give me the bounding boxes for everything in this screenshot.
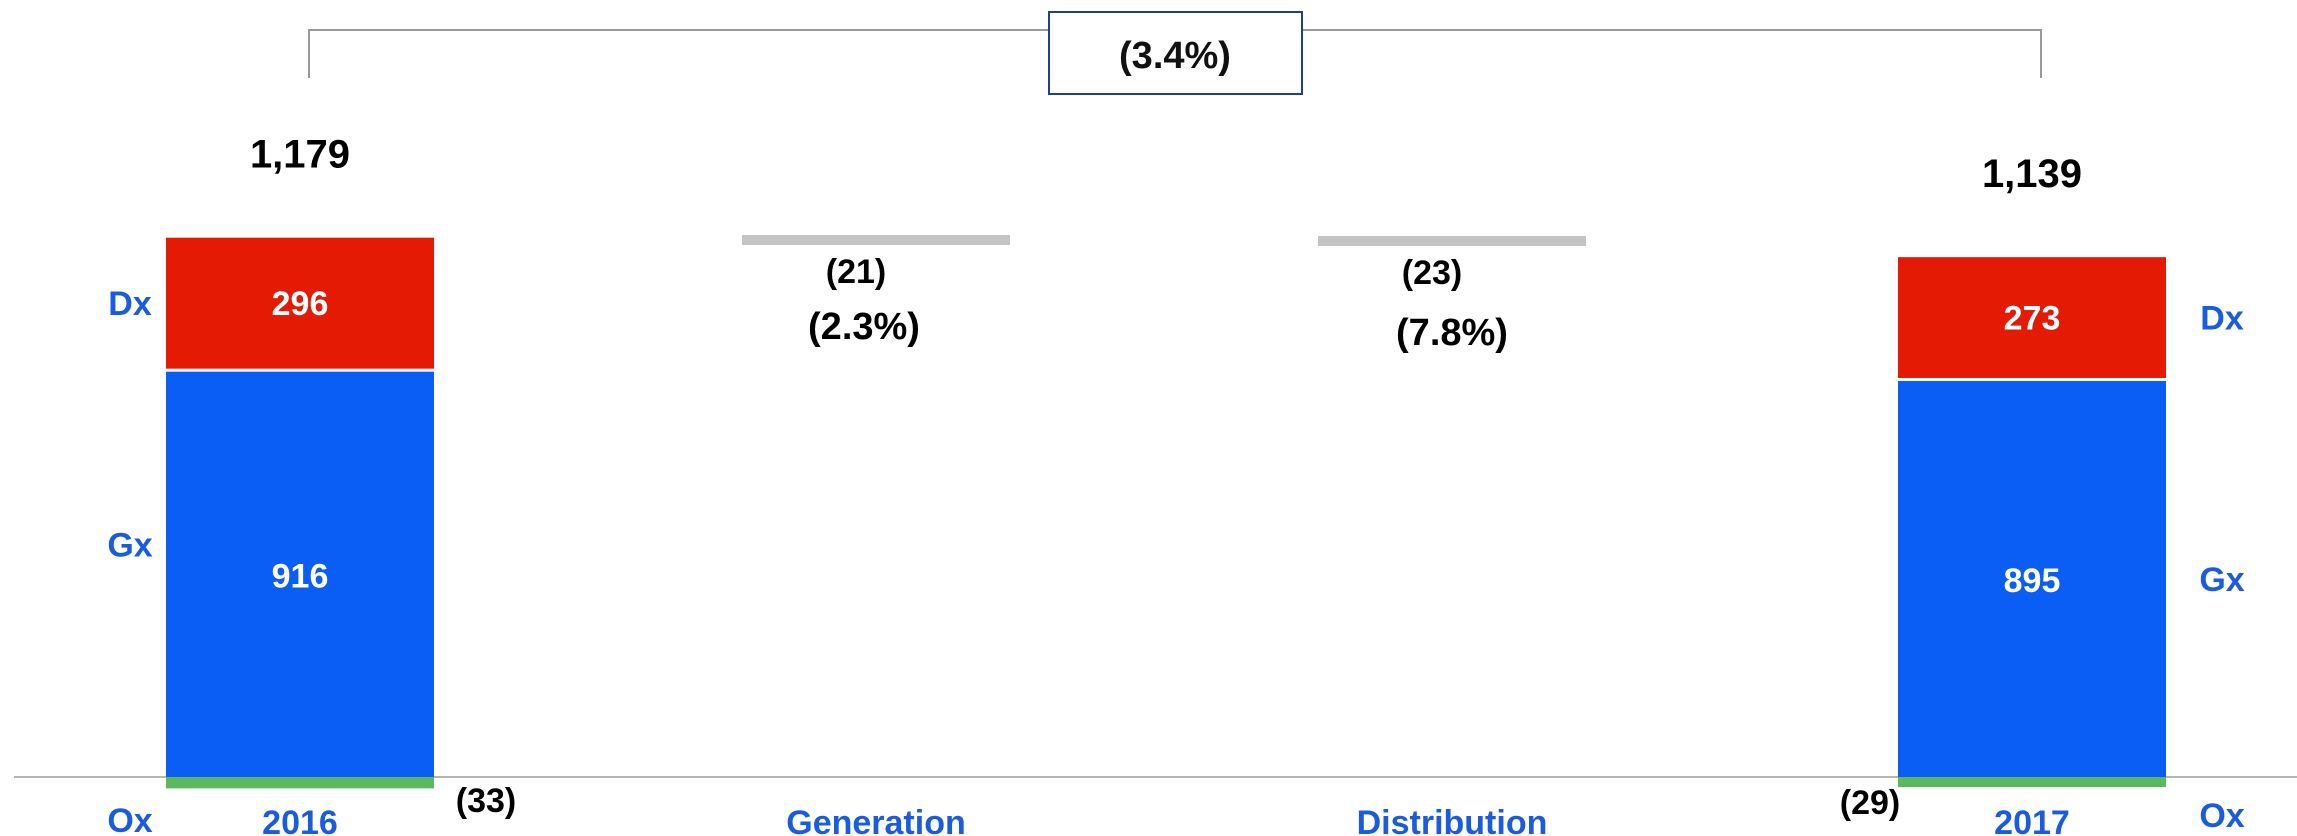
bar-dx-value-label: 296 [272, 285, 329, 323]
step-pct-label: (2.3%) [808, 306, 920, 348]
chart-marks: 916 296 1,179 Dx Gx Ox (33) 2016 (21) (2.3%) Gener… [107, 133, 2244, 836]
bar-ox-2017 [1898, 777, 2166, 788]
series-label-ox: Ox [2199, 797, 2244, 835]
x-tick-label: Distribution [1357, 804, 1548, 836]
series-label-dx: Dx [2200, 300, 2244, 338]
x-tick-label: 2017 [1994, 804, 2070, 836]
bar-dx-2016 [166, 237, 434, 369]
step-delta-label: (21) [826, 253, 886, 291]
bar-ox-value-label: (33) [456, 782, 516, 820]
step-bar-Distribution [1318, 236, 1586, 246]
bar-ox-value-label: (29) [1840, 784, 1900, 822]
x-tick-label: Generation [786, 804, 965, 836]
bar-gx-value-label: 916 [272, 557, 329, 595]
overall-change-label: (3.4%) [1119, 35, 1231, 77]
bar-gx-value-label: 895 [2004, 562, 2061, 600]
overall-change-box [1048, 11, 1303, 95]
step-delta-label: (23) [1402, 254, 1462, 292]
series-label-gx: Gx [107, 526, 152, 564]
bar-gx-2016 [166, 371, 434, 777]
bar-dx-value-label: 273 [2004, 300, 2061, 338]
bar-total-label: 1,179 [250, 133, 350, 177]
bar-total-label: 1,139 [1982, 152, 2082, 196]
series-label-dx: Dx [108, 285, 152, 323]
x-tick-label: 2016 [262, 804, 338, 836]
bar-ox-2016 [166, 777, 434, 789]
series-label-gx: Gx [2199, 561, 2244, 599]
step-pct-label: (7.8%) [1396, 312, 1508, 354]
bar-gx-2017 [1898, 380, 2166, 777]
bar-dx-2017 [1898, 257, 2166, 378]
series-label-ox: Ox [107, 802, 152, 836]
step-bar-Generation [742, 235, 1010, 245]
